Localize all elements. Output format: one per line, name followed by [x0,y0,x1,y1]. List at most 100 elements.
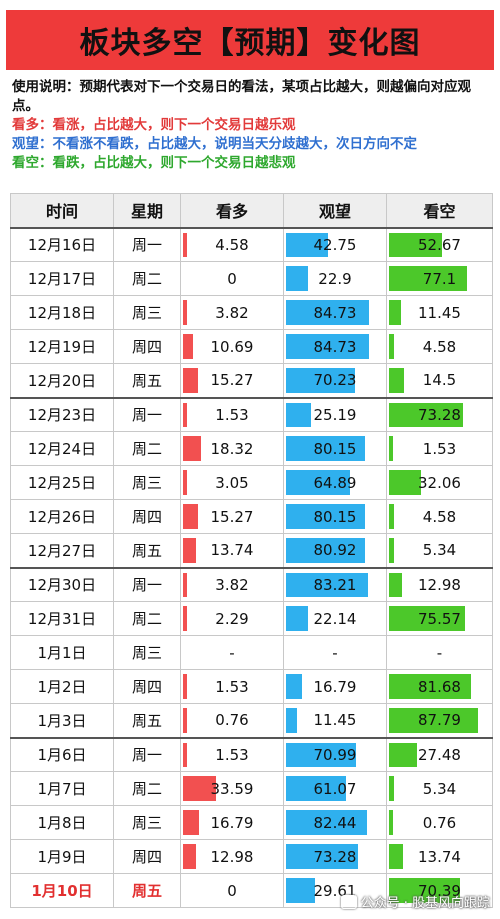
bear-value: 5.34 [422,541,457,560]
cell-date: 1月3日 [10,703,114,738]
bear-bar [389,538,395,563]
cell-bear: 70.39 [386,873,493,908]
cell-bear: 32.06 [386,465,493,500]
cell-bear: 14.5 [386,363,493,398]
bull-value: 3.05 [215,473,249,492]
note-bull: 看多：看涨，占比越大，则下一个交易日越乐观 [12,117,296,133]
cell-neutral: 22.9 [283,261,387,296]
cell-bear: 0.76 [386,805,493,840]
bear-value: 75.57 [418,609,461,628]
bull-bar [183,402,187,427]
cell-bear: 81.68 [386,669,493,704]
cell-date: 1月7日 [10,771,114,806]
neutral-value: 61.07 [313,779,357,798]
cell-weekday: 周一 [113,566,181,602]
neutral-value: - [332,643,338,662]
neutral-bar [286,742,356,767]
cell-neutral: 73.28 [283,839,387,874]
bear-value: 14.5 [422,371,457,390]
bull-value: 15.27 [210,371,254,390]
bull-value: 10.69 [210,337,254,356]
neutral-bar [286,776,346,801]
table-row: 1月10日 周五 0 29.61 70.39 [10,873,493,908]
cell-weekday: 周二 [113,601,181,636]
bull-bar [183,844,196,869]
bull-value: 1.53 [215,405,249,424]
cell-bull: 15.27 [180,499,284,534]
bear-value: 4.58 [422,507,457,526]
wechat-icon [340,894,357,909]
cell-weekday: 周四 [113,669,181,704]
bull-bar [183,334,194,359]
bull-value: 0.76 [215,711,249,730]
neutral-value: 80.15 [313,439,357,458]
neutral-bar [286,402,311,427]
table-row: 1月9日 周四 12.98 73.28 13.74 [10,839,493,874]
header-neutral: 观望 [283,193,387,228]
bear-bar [389,776,395,801]
bear-value: 73.28 [418,405,461,424]
cell-date: 12月16日 [10,226,114,262]
cell-neutral: 61.07 [283,771,387,806]
cell-date: 1月10日 [10,873,114,908]
neutral-value: 84.73 [313,337,357,356]
table-row: 1月8日 周三 16.79 82.44 0.76 [10,805,493,840]
table-row: 12月25日 周三 3.05 64.89 32.06 [10,465,493,500]
neutral-bar [286,810,367,835]
bear-value: 27.48 [418,745,461,764]
cell-bear: 5.34 [386,533,493,568]
table-header-row: 时间 星期 看多 观望 看空 [10,193,493,228]
cell-weekday: 周四 [113,499,181,534]
bear-bar [389,810,394,835]
cell-neutral: 80.15 [283,431,387,466]
cell-neutral: 70.23 [283,363,387,398]
bear-value: 70.39 [418,881,461,900]
cell-neutral: 84.73 [283,295,387,330]
table-row: 12月24日 周二 18.32 80.15 1.53 [10,431,493,466]
table-row: 1月7日 周二 33.59 61.07 5.34 [10,771,493,806]
cell-weekday: 周三 [113,295,181,330]
cell-date: 12月20日 [10,363,114,398]
cell-date: 12月17日 [10,261,114,296]
table-row: 12月27日 周五 13.74 80.92 5.34 [10,533,493,568]
table-row: 12月23日 周一 1.53 25.19 73.28 [10,396,493,432]
bear-value: 12.98 [418,575,461,594]
cell-weekday: 周二 [113,431,181,466]
cell-weekday: 周一 [113,396,181,432]
cell-bull: 0.76 [180,703,284,738]
neutral-bar [286,436,365,461]
cell-neutral: 84.73 [283,329,387,364]
bear-value: 11.45 [418,303,461,322]
neutral-bar [286,844,358,869]
cell-date: 12月19日 [10,329,114,364]
table-row: 1月1日 周三 - - - [10,635,493,670]
table-row: 12月18日 周三 3.82 84.73 11.45 [10,295,493,330]
cell-neutral: 16.79 [283,669,387,704]
bull-value: 3.82 [215,303,249,322]
cell-bull: 0 [180,261,284,296]
bull-bar [183,368,198,393]
cell-date: 12月18日 [10,295,114,330]
bull-bar [183,776,216,801]
bull-value: - [229,643,235,662]
bull-value: 13.74 [210,541,254,560]
bull-bar [183,504,198,529]
cell-weekday: 周五 [113,703,181,738]
cell-bull: 13.74 [180,533,284,568]
usage-notes: 使用说明：预期代表对下一个交易日的看法，某项占比越大，则越偏向对应观点。 看多：… [12,78,490,173]
cell-bull: 33.59 [180,771,284,806]
cell-date: 1月1日 [10,635,114,670]
bear-value: 4.58 [422,337,457,356]
cell-bull: 1.53 [180,396,284,432]
cell-bull: 18.32 [180,431,284,466]
bear-bar [389,606,466,631]
sentiment-table: 时间 星期 看多 观望 看空 12月16日 周一 4.58 42.75 52.67 12月… [10,193,493,908]
bull-bar [183,300,187,325]
cell-date: 12月24日 [10,431,114,466]
cell-bear: 87.79 [386,703,493,738]
neutral-bar [286,606,308,631]
header-week: 星期 [113,193,181,228]
cell-neutral: 80.92 [283,533,387,568]
cell-bear: 11.45 [386,295,493,330]
neutral-value: 22.9 [318,269,352,288]
